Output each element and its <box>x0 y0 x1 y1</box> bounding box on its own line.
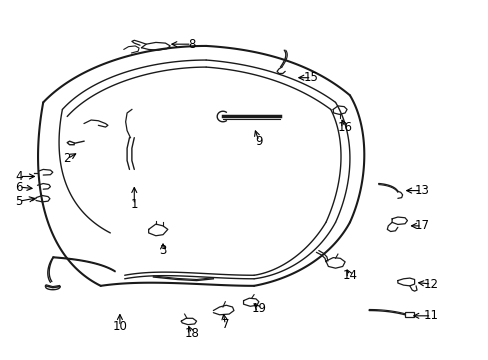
Text: 12: 12 <box>423 278 438 291</box>
Text: 15: 15 <box>304 71 318 84</box>
Text: 10: 10 <box>112 320 127 333</box>
Text: 18: 18 <box>184 327 199 340</box>
Text: 3: 3 <box>159 244 166 257</box>
Text: 2: 2 <box>63 152 71 165</box>
Text: 7: 7 <box>221 318 228 331</box>
Text: 13: 13 <box>413 184 428 197</box>
Text: 19: 19 <box>251 302 266 315</box>
Text: 1: 1 <box>130 198 138 211</box>
Text: 4: 4 <box>16 170 23 183</box>
Text: 5: 5 <box>16 195 23 208</box>
Text: 9: 9 <box>255 135 262 148</box>
Text: 17: 17 <box>413 219 428 232</box>
Text: 16: 16 <box>337 121 352 134</box>
Text: 8: 8 <box>188 38 195 51</box>
Text: 11: 11 <box>423 309 438 322</box>
Text: 6: 6 <box>16 181 23 194</box>
Bar <box>404 312 413 316</box>
Text: 14: 14 <box>342 269 357 282</box>
